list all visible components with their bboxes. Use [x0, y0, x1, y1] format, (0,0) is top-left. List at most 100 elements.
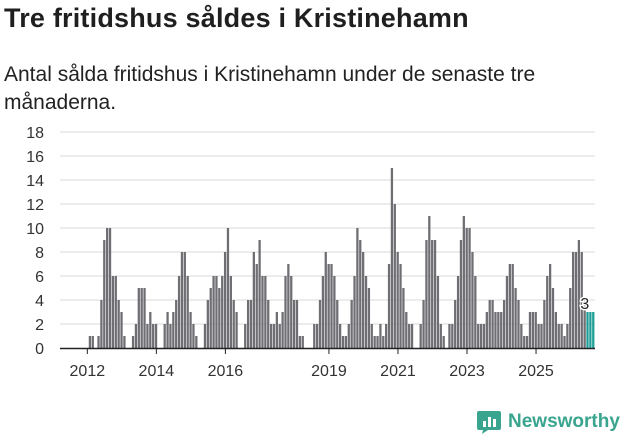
x-tick-label: 2025: [518, 363, 554, 380]
bar: [465, 228, 468, 348]
bar: [589, 312, 592, 348]
bar: [175, 300, 178, 348]
bar: [425, 240, 428, 348]
bar: [221, 276, 224, 348]
bar: [471, 252, 474, 348]
bar: [422, 300, 425, 348]
bar: [301, 336, 304, 348]
bar: [249, 300, 253, 348]
y-tick-label: 4: [35, 293, 44, 310]
bar: [287, 264, 290, 348]
bar: [408, 324, 411, 348]
bar: [491, 300, 494, 348]
bar: [439, 324, 442, 348]
bar: [500, 312, 503, 348]
bar: [203, 324, 207, 348]
bar: [284, 276, 287, 348]
bar: [333, 276, 336, 348]
bar: [525, 336, 529, 348]
bar: [528, 312, 532, 348]
bar: [347, 324, 350, 348]
x-tick-label: 2012: [70, 363, 106, 380]
bar: [106, 228, 109, 348]
bar: [180, 252, 184, 348]
bar: [278, 324, 281, 348]
bar: [226, 228, 230, 348]
bar: [534, 312, 537, 348]
bar: [540, 324, 543, 348]
bar: [551, 288, 555, 348]
y-tick-label: 14: [26, 173, 44, 190]
bar: [324, 252, 327, 348]
bar: [488, 300, 491, 348]
bar: [531, 312, 534, 348]
bar: [505, 276, 509, 348]
bar: [131, 336, 135, 348]
bar: [275, 312, 279, 348]
bar: [376, 336, 379, 348]
bar: [436, 276, 440, 348]
bar: [252, 252, 255, 348]
bar: [442, 336, 445, 348]
bar: [350, 300, 353, 348]
bar: [327, 264, 330, 348]
bar: [272, 324, 276, 348]
bar: [569, 288, 572, 348]
bar: [223, 252, 227, 348]
bar: [120, 312, 123, 348]
bar: [448, 324, 451, 348]
bar: [396, 252, 399, 348]
bar: [373, 336, 376, 348]
bar: [169, 324, 172, 348]
last-value-label: 3: [580, 296, 589, 313]
bar: [117, 300, 120, 348]
bar: [261, 276, 264, 348]
bar: [232, 300, 235, 348]
x-tick-label: 2016: [208, 363, 244, 380]
data-labels: 3: [579, 295, 591, 315]
bar: [497, 312, 500, 348]
bar: [485, 312, 488, 348]
newsworthy-logo-text: Newsworthy: [508, 411, 620, 432]
bar: [269, 324, 273, 348]
bar: [321, 276, 325, 348]
bar: [330, 264, 333, 348]
bar: [143, 288, 146, 348]
y-tick-label: 8: [35, 245, 44, 262]
bar: [364, 276, 368, 348]
bar: [548, 264, 552, 348]
bar: [474, 276, 477, 348]
bar: [560, 324, 563, 348]
bar: [264, 276, 267, 348]
bar: [379, 324, 382, 348]
bar: [586, 312, 589, 348]
bar: [511, 264, 514, 348]
bar: [114, 276, 117, 348]
bar: [189, 312, 192, 348]
bar: [520, 324, 523, 348]
chart-subtitle: Antal sålda fritidshus i Kristinehamn un…: [4, 63, 536, 114]
bar: [557, 324, 560, 348]
y-tick-label: 16: [26, 149, 44, 166]
bar: [209, 288, 212, 348]
bar: [543, 300, 546, 348]
bar: [195, 336, 198, 348]
bar: [292, 300, 296, 348]
bar: [97, 336, 100, 348]
newsworthy-logo: Newsworthy: [476, 409, 620, 435]
bar: [362, 252, 365, 348]
newsworthy-logo-icon: [477, 411, 501, 434]
bar: [344, 336, 348, 348]
bar: [433, 240, 437, 348]
bar: [166, 312, 169, 348]
y-tick-label: 6: [35, 269, 44, 286]
bar: [246, 300, 250, 348]
bar: [459, 240, 463, 348]
bar: [100, 300, 103, 348]
bar: [546, 276, 549, 348]
bar: [566, 324, 569, 348]
bar: [123, 336, 126, 348]
bar: [183, 252, 186, 348]
bar: [367, 288, 371, 348]
bar: [215, 276, 218, 348]
